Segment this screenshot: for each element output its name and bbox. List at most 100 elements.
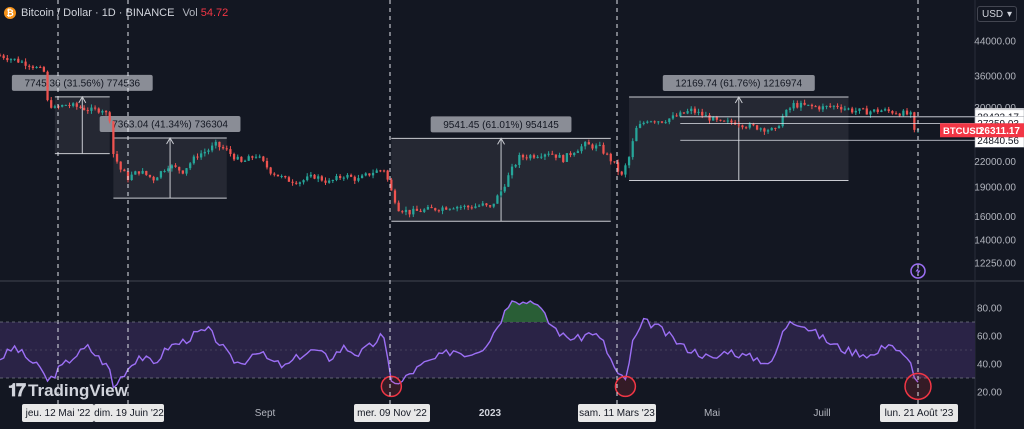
candle-body <box>452 208 455 210</box>
candle <box>777 124 781 129</box>
candle <box>214 139 217 149</box>
candle-body <box>167 168 170 171</box>
candle-body <box>774 127 777 129</box>
candle <box>313 174 316 180</box>
price-axis[interactable]: 44000.0036000.0030000.0026000.0022000.00… <box>940 37 1024 399</box>
currency-select[interactable]: USD ▾ <box>977 6 1017 22</box>
candle-body <box>532 155 536 158</box>
candle-body <box>788 108 792 110</box>
candle-body <box>894 113 898 115</box>
candle <box>90 104 93 114</box>
candle-body <box>434 208 437 211</box>
tradingview-logo[interactable]: 𝟏𝟕 TradingView <box>8 380 128 401</box>
candle <box>104 110 108 116</box>
candle-body <box>649 121 653 123</box>
candle <box>562 154 565 163</box>
lightning-icon[interactable] <box>910 263 926 279</box>
candle <box>573 152 576 157</box>
candle-body <box>364 173 367 176</box>
candle-body <box>159 171 163 178</box>
candle-body <box>470 207 473 209</box>
candle-body <box>379 170 382 172</box>
candle-body <box>529 155 532 159</box>
candle <box>225 145 228 151</box>
candle <box>134 170 137 175</box>
candle-body <box>785 109 788 116</box>
candle-body <box>97 108 100 113</box>
candle-body <box>598 144 601 146</box>
candle-body <box>240 156 243 162</box>
candle-body <box>573 152 576 156</box>
candle <box>540 153 543 160</box>
candle-body <box>847 108 850 110</box>
candle-body <box>686 111 689 114</box>
candle-body <box>236 156 239 160</box>
date-marker-4: sam. 11 Mars '23 <box>578 404 656 422</box>
candle <box>503 184 506 193</box>
candle <box>664 120 667 124</box>
candle <box>232 152 236 162</box>
candle-body <box>887 109 890 112</box>
candle <box>620 170 623 176</box>
candle <box>156 176 159 181</box>
candle-body <box>459 206 462 208</box>
candle-body <box>258 156 261 158</box>
candle <box>145 170 148 176</box>
candle <box>254 154 258 159</box>
range-label: 7745.36 (31.56%) 774536 <box>24 78 140 89</box>
candle <box>525 154 528 161</box>
candle-body <box>803 102 806 105</box>
candle-body <box>13 58 16 60</box>
candle-body <box>368 173 371 176</box>
candle <box>167 165 170 173</box>
candle <box>737 121 740 128</box>
range-box-4[interactable]: 12169.74 (61.76%) 1216974 <box>629 74 849 182</box>
range-label-box <box>662 74 815 91</box>
candle <box>61 104 64 108</box>
candle <box>163 169 166 173</box>
candle <box>862 107 865 110</box>
candle-body <box>196 156 199 158</box>
candle-body <box>503 186 506 192</box>
candle <box>741 124 744 130</box>
symbol-header[interactable]: ₿ Bitcoin / Dollar · 1D · BINANCE Vol 54… <box>4 4 228 22</box>
range-box-2[interactable]: 7363.04 (41.34%) 736304 <box>99 116 241 199</box>
candle-body <box>203 151 206 154</box>
candle <box>119 161 122 173</box>
candle-body <box>642 122 645 125</box>
candle <box>317 174 320 183</box>
last-price-value: 26311.17 <box>979 126 1021 137</box>
range-label: 7363.04 (41.34%) 736304 <box>112 120 228 131</box>
date-marker-2: dim. 19 Juin '22 <box>94 404 164 422</box>
candle <box>430 204 433 209</box>
candle-body <box>521 154 525 158</box>
candle <box>159 170 163 179</box>
candle <box>368 173 371 177</box>
x-label-juill: Juill <box>813 408 831 419</box>
candle-body <box>488 205 492 207</box>
candle-body <box>295 182 298 184</box>
candle <box>558 152 561 158</box>
candle-body <box>86 110 89 112</box>
candle-body <box>880 110 883 112</box>
candle-body <box>181 170 184 174</box>
candle <box>379 169 382 173</box>
symbol-title: Bitcoin / Dollar · 1D · BINANCE <box>21 7 175 19</box>
rsi-tick-label: 60.00 <box>977 332 1002 343</box>
candle <box>229 146 232 157</box>
candle-body <box>485 203 488 206</box>
candle <box>876 107 879 114</box>
candle-body <box>660 121 664 123</box>
candle-body <box>547 153 550 155</box>
candle <box>97 107 100 114</box>
candle-body <box>207 150 210 152</box>
lightning-bolt-icon <box>915 266 921 276</box>
candle <box>770 127 773 131</box>
candle <box>287 175 291 182</box>
candle <box>565 153 569 163</box>
candle-body <box>269 167 272 174</box>
candle-body <box>218 141 221 148</box>
candle-body <box>671 115 675 119</box>
last-price-box[interactable] <box>940 123 1024 138</box>
